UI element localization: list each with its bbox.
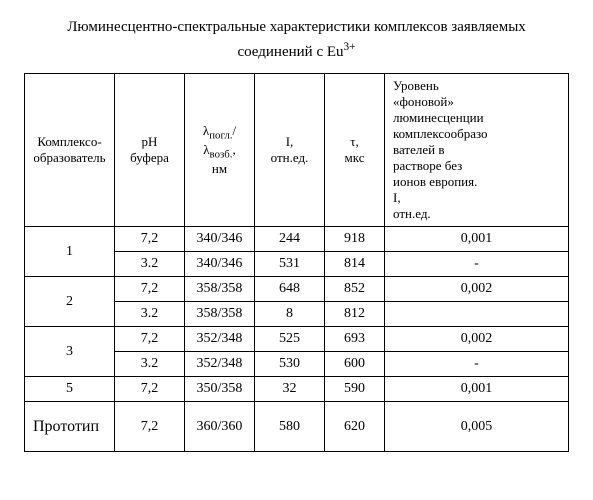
table-row: 1 7,2 340/346 244 918 0,001	[25, 227, 569, 252]
cell-ph: 7,2	[115, 377, 185, 402]
cell-I: 525	[255, 327, 325, 352]
cell-lambda: 340/346	[185, 227, 255, 252]
cell-bg: 0,002	[385, 277, 569, 302]
table-row: 2 7,2 358/358 648 852 0,002	[25, 277, 569, 302]
cell-tau: 600	[325, 352, 385, 377]
cell-ph: 7,2	[115, 277, 185, 302]
cell-lambda: 358/358	[185, 277, 255, 302]
cell-ph: 3.2	[115, 352, 185, 377]
cell-lambda: 360/360	[185, 402, 255, 452]
data-table: Комплексо-образователь pH буфера λпогл./…	[24, 73, 569, 452]
cell-lambda: 352/348	[185, 352, 255, 377]
cell-ph: 7,2	[115, 227, 185, 252]
cell-bg: 0,002	[385, 327, 569, 352]
cell-ph: 7,2	[115, 402, 185, 452]
cell-lambda: 352/348	[185, 327, 255, 352]
cell-bg: -	[385, 252, 569, 277]
cell-bg	[385, 302, 569, 327]
cell-bg: -	[385, 352, 569, 377]
cell-tau: 918	[325, 227, 385, 252]
cell-lambda: 340/346	[185, 252, 255, 277]
title-line1: Люминесцентно-спектральные характеристик…	[67, 19, 526, 35]
cell-tau: 693	[325, 327, 385, 352]
cell-agent: 3	[25, 327, 115, 377]
cell-agent: 5	[25, 377, 115, 402]
cell-ph: 3.2	[115, 252, 185, 277]
header-row: Комплексо-образователь pH буфера λпогл./…	[25, 74, 569, 227]
header-tau: τ,мкс	[325, 74, 385, 227]
cell-bg: 0,001	[385, 377, 569, 402]
table-row: Прототип 7,2 360/360 580 620 0,005	[25, 402, 569, 452]
header-background: Уровень «фоновой» люминесценции комплекс…	[385, 74, 569, 227]
cell-ph: 3.2	[115, 302, 185, 327]
cell-I: 531	[255, 252, 325, 277]
cell-agent: Прототип	[25, 402, 115, 452]
cell-I: 8	[255, 302, 325, 327]
cell-agent: 1	[25, 227, 115, 277]
cell-lambda: 350/358	[185, 377, 255, 402]
title-sup: 3+	[344, 41, 356, 53]
cell-agent: 2	[25, 277, 115, 327]
table-row: 3 7,2 352/348 525 693 0,002	[25, 327, 569, 352]
header-intensity: I,отн.ед.	[255, 74, 325, 227]
table-row: 5 7,2 350/358 32 590 0,001	[25, 377, 569, 402]
cell-I: 648	[255, 277, 325, 302]
header-agent: Комплексо-образователь	[25, 74, 115, 227]
title-line2-prefix: соединений с Eu	[237, 44, 343, 60]
cell-bg: 0,001	[385, 227, 569, 252]
cell-tau: 812	[325, 302, 385, 327]
cell-lambda: 358/358	[185, 302, 255, 327]
cell-I: 580	[255, 402, 325, 452]
cell-tau: 814	[325, 252, 385, 277]
cell-I: 530	[255, 352, 325, 377]
cell-ph: 7,2	[115, 327, 185, 352]
cell-tau: 590	[325, 377, 385, 402]
cell-bg: 0,005	[385, 402, 569, 452]
table-body: 1 7,2 340/346 244 918 0,001 3.2 340/346 …	[25, 227, 569, 452]
cell-tau: 620	[325, 402, 385, 452]
cell-tau: 852	[325, 277, 385, 302]
header-lambda: λпогл./ λвозб., нм	[185, 74, 255, 227]
cell-I: 32	[255, 377, 325, 402]
cell-I: 244	[255, 227, 325, 252]
header-ph: pH буфера	[115, 74, 185, 227]
table-title: Люминесцентно-спектральные характеристик…	[24, 16, 569, 63]
